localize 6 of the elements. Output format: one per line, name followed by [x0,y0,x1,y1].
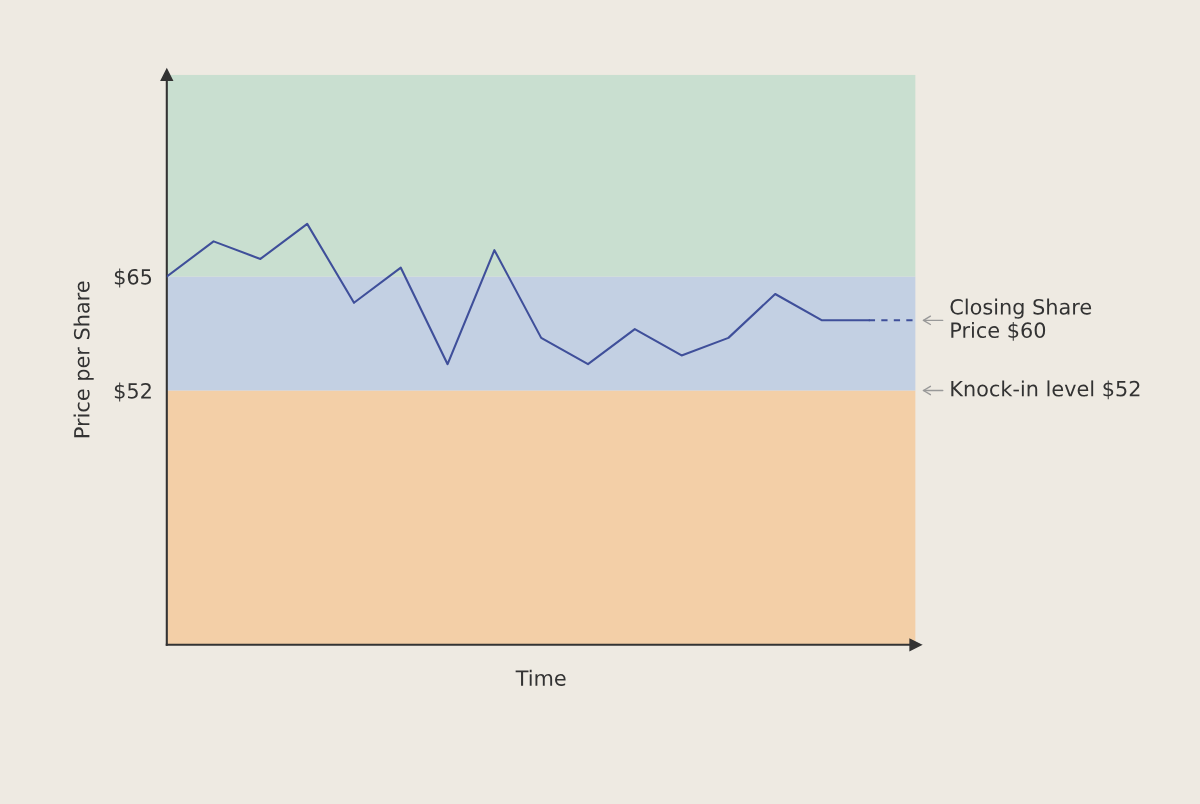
y-tick-label: $52 [114,382,151,402]
y-tick-label: $65 [114,268,152,288]
text: Knock-in level $52 [951,380,1140,400]
y-axis-title: Price per Share [73,281,94,438]
text: Closing Share Price $60 [950,298,1092,341]
x-axis-title: Time [515,669,566,686]
